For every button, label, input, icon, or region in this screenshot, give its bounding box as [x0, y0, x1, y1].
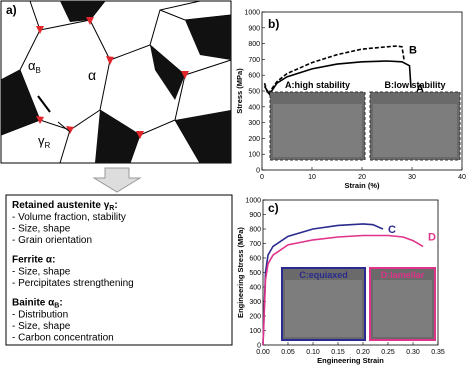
y-tick-label: 700	[248, 57, 260, 64]
y-tick-label: 1000	[244, 10, 260, 17]
y-tick-label: 400	[248, 104, 260, 111]
microstructure-schematic: a) αB α γR	[0, 0, 232, 164]
phase-label: γR	[38, 133, 51, 150]
y-tick-label: 300	[248, 120, 260, 127]
phase-label: αB	[28, 58, 41, 75]
series-label: D	[428, 231, 436, 243]
property-heading: Bainite αB:	[12, 298, 63, 310]
heading-suffix: :	[52, 255, 55, 266]
y-tick-label: 100	[249, 328, 261, 335]
x-axis-title: Strain (%)	[344, 181, 380, 190]
phase-subscript: B	[36, 66, 41, 75]
inset-label: B:low stability	[384, 80, 445, 90]
phase-label: α	[88, 67, 96, 83]
inset-texture	[373, 280, 432, 337]
inset-label: A:high stability	[285, 80, 350, 90]
property-item: - Percipitates strengthening	[12, 278, 134, 289]
x-tick-label: 40	[458, 174, 466, 181]
x-tick-label: 0	[260, 174, 264, 181]
property-item: - Carbon concentration	[12, 333, 114, 344]
heading-text: Ferrite α	[12, 255, 53, 266]
series-line	[262, 234, 424, 346]
panel-label: b)	[268, 17, 279, 31]
y-tick-label: 800	[248, 41, 260, 48]
phase-symbol: γ	[38, 133, 45, 148]
properties-list: Retained austenite γR:- Volume fraction,…	[12, 200, 134, 344]
y-axis-title: Stress (MPa)	[235, 68, 244, 114]
phase-symbol: α	[28, 58, 36, 73]
y-tick-label: 800	[249, 227, 261, 234]
x-tick-label: 0.05	[281, 349, 295, 356]
y-tick-label: 500	[249, 270, 261, 277]
series-label: A	[416, 83, 424, 95]
heading-subscript: R	[109, 205, 114, 212]
arrow	[92, 167, 142, 193]
x-tick-label: 0.15	[331, 349, 345, 356]
x-axis-title: Engineering Strain	[317, 356, 384, 365]
y-axis-title: Engineering Stress (MPa)	[236, 227, 245, 318]
property-item: - Size, shape	[12, 224, 71, 235]
y-tick-label: 600	[249, 256, 261, 263]
property-heading: Ferrite α:	[12, 255, 55, 266]
y-tick-label: 700	[249, 241, 261, 248]
heading-text: Retained austenite γ	[12, 200, 110, 211]
panel-label: c)	[268, 201, 279, 215]
inset-label: D:lamellar	[381, 270, 425, 280]
y-tick-label: 900	[249, 212, 261, 219]
y-tick-label: 900	[248, 25, 260, 32]
y-tick-label: 600	[248, 73, 260, 80]
heading-suffix: :	[59, 298, 62, 309]
x-tick-label: 20	[358, 174, 366, 181]
y-tick-label: 500	[248, 89, 260, 96]
x-tick-label: 0.25	[381, 349, 395, 356]
property-item: - Grain orientation	[12, 235, 92, 246]
x-tick-label: 0.35	[431, 349, 445, 356]
property-item: - Volume fraction, stability	[12, 212, 126, 223]
y-tick-label: 200	[249, 314, 261, 321]
series-line	[263, 60, 412, 96]
y-tick-label: 0	[256, 168, 260, 175]
heading-text: Bainite α	[12, 298, 55, 309]
chart: 0 100 200 300 400 500 600 700 800 900 1000 0.00 0.05…	[236, 198, 445, 366]
property-item: - Size, shape	[12, 321, 71, 332]
series-line	[263, 45, 405, 96]
chart: 0 100 200 300 400 500 600 700 800 900 1000 0 10 20 30 4…	[235, 10, 466, 191]
x-tick-label: 0.30	[406, 349, 420, 356]
inset-label: C:equiaxed	[299, 270, 348, 280]
y-tick-label: 200	[248, 136, 260, 143]
property-item: - Distribution	[12, 310, 68, 321]
y-tick-label: 400	[249, 285, 261, 292]
inset-texture	[273, 104, 362, 157]
x-tick-label: 0.10	[306, 349, 320, 356]
x-tick-label: 0.20	[356, 349, 370, 356]
heading-subscript: B	[54, 303, 59, 310]
x-tick-label: 30	[408, 174, 416, 181]
series-line	[262, 223, 384, 346]
series-label: B	[409, 44, 417, 56]
property-item: - Size, shape	[12, 267, 71, 278]
panel-label: a)	[6, 3, 17, 17]
y-tick-label: 100	[248, 152, 260, 159]
phase-subscript: R	[45, 141, 51, 150]
y-tick-label: 300	[249, 299, 261, 306]
properties-box	[5, 194, 233, 346]
property-heading: Retained austenite γR:	[12, 200, 118, 212]
x-tick-label: 10	[308, 174, 316, 181]
y-tick-label: 0	[257, 343, 261, 350]
phase-symbol: α	[88, 67, 96, 83]
inset-texture	[285, 280, 362, 337]
x-tick-label: 0.00	[256, 349, 270, 356]
inset-texture	[373, 104, 457, 157]
series-label: C	[388, 224, 396, 236]
heading-suffix: :	[114, 200, 117, 211]
y-tick-label: 1000	[245, 198, 261, 205]
